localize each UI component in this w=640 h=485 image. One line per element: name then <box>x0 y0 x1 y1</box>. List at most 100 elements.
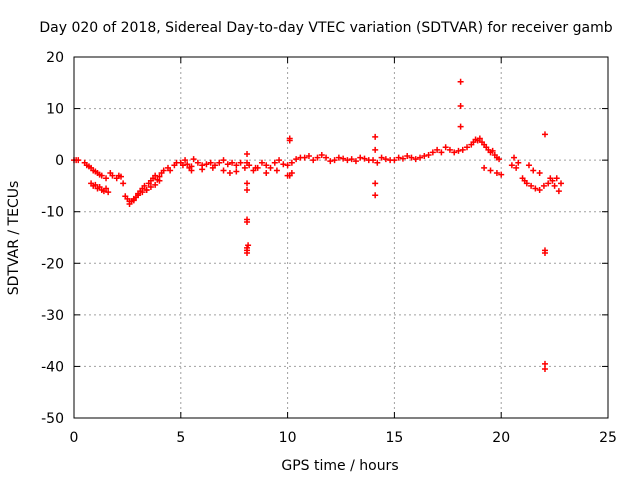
data-point <box>558 180 565 187</box>
data-point <box>252 164 259 171</box>
data-point <box>446 146 453 153</box>
data-point <box>323 154 330 161</box>
data-point <box>244 187 251 194</box>
plot-area-frame <box>73 56 609 419</box>
x-tick-label: 15 <box>385 430 403 446</box>
data-point <box>476 135 483 142</box>
data-point <box>190 156 197 163</box>
data-point <box>399 155 406 162</box>
data-point <box>513 164 520 171</box>
data-point <box>271 159 278 166</box>
data-point <box>220 157 227 164</box>
data-point <box>442 144 449 151</box>
data-point <box>293 156 300 163</box>
data-point <box>455 147 462 154</box>
data-point <box>508 162 515 169</box>
data-point <box>523 180 530 187</box>
data-point <box>152 172 159 179</box>
y-tick-label: -50 <box>41 411 64 427</box>
data-point <box>553 175 560 182</box>
x-tick-label: 25 <box>599 430 617 446</box>
data-point <box>541 131 548 138</box>
y-axis-label: SDTVAR / TECUs <box>6 181 22 296</box>
data-point <box>391 157 398 164</box>
data-point <box>244 159 251 166</box>
data-point <box>182 157 189 164</box>
x-tick-label: 10 <box>279 430 297 446</box>
data-point <box>203 161 210 168</box>
data-point <box>372 180 379 187</box>
data-point <box>348 156 355 163</box>
data-point <box>244 150 251 157</box>
data-point <box>429 149 436 156</box>
data-point <box>417 154 424 161</box>
data-point <box>374 159 381 166</box>
data-point <box>263 170 270 177</box>
data-point <box>286 172 293 179</box>
data-point <box>357 154 364 161</box>
data-point <box>335 154 342 161</box>
data-point <box>412 156 419 163</box>
data-point <box>547 175 554 182</box>
data-point <box>199 166 206 173</box>
data-point <box>425 151 432 158</box>
data-point <box>310 157 317 164</box>
data-point <box>130 195 137 202</box>
data-point <box>434 146 441 153</box>
data-point <box>493 170 500 177</box>
data-point <box>301 154 308 161</box>
data-point <box>314 154 321 161</box>
data-point <box>237 159 244 166</box>
data-point <box>207 159 214 166</box>
data-point <box>382 156 389 163</box>
data-point <box>511 154 518 161</box>
data-point <box>551 182 558 189</box>
data-point <box>344 157 351 164</box>
y-tick-label: 20 <box>46 50 64 66</box>
data-point <box>464 144 471 151</box>
data-point <box>105 189 112 196</box>
data-point <box>233 162 240 169</box>
data-point <box>139 189 146 196</box>
data-point <box>103 175 110 182</box>
chart-title: Day 020 of 2018, Sidereal Day-to-day VTE… <box>39 20 612 36</box>
data-point <box>241 164 248 171</box>
data-point <box>109 172 116 179</box>
data-point <box>286 137 293 144</box>
data-point <box>421 153 428 160</box>
data-point <box>258 159 265 166</box>
data-point <box>451 149 458 156</box>
data-point <box>273 167 280 174</box>
data-point <box>267 164 274 171</box>
data-point <box>541 249 548 256</box>
data-point <box>408 154 415 161</box>
data-point <box>489 147 496 154</box>
data-point <box>530 167 537 174</box>
data-point <box>545 180 552 187</box>
data-point <box>141 182 148 189</box>
data-point <box>525 162 532 169</box>
x-tick-label: 5 <box>176 430 185 446</box>
data-point <box>438 149 445 156</box>
data-point <box>540 182 547 189</box>
data-point <box>459 146 466 153</box>
data-point <box>457 78 464 85</box>
data-point <box>75 157 82 164</box>
data-point <box>98 172 105 179</box>
data-point <box>117 173 124 180</box>
y-tick-label: -10 <box>41 205 64 221</box>
data-point <box>179 162 186 169</box>
data-point <box>224 161 231 168</box>
data-point <box>244 180 251 187</box>
data-point <box>167 167 174 174</box>
data-point <box>457 123 464 130</box>
data-point <box>120 180 127 187</box>
data-point <box>194 159 201 166</box>
data-point <box>457 102 464 109</box>
data-point <box>378 154 385 161</box>
data-point <box>361 155 368 162</box>
data-point <box>498 171 505 178</box>
data-point <box>143 187 150 194</box>
